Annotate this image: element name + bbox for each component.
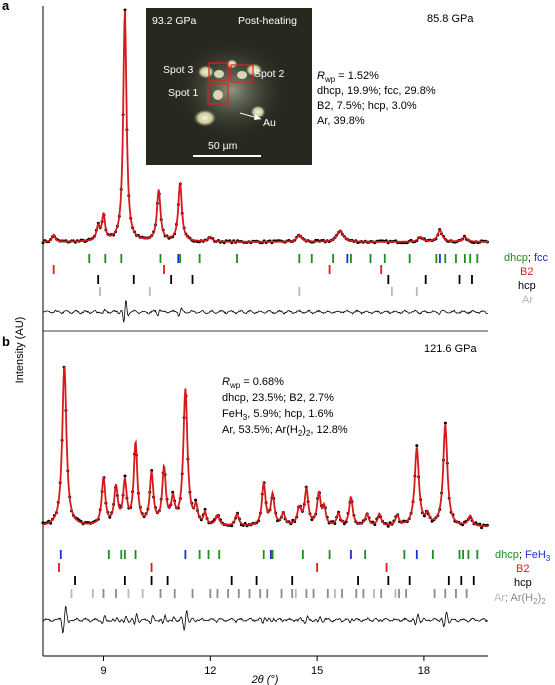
legend-fcc: fcc [534,252,549,264]
observed-point [108,515,112,519]
inset-bright-region [193,109,217,127]
inset-spot1-label: Spot 1 [168,87,199,99]
spot2-box [230,64,254,83]
panel-b-reflection-ticks [58,550,479,598]
observed-point [203,507,207,511]
spot1-box [207,83,229,105]
inset-micrograph: 93.2 GPa Post-heating Spot 3 Spot 2 Spot… [146,8,312,165]
x-tick-label: 18 [418,665,430,677]
inset-spot2-label: Spot 2 [254,68,285,80]
inset-bright-region [226,59,238,69]
panel-b-legend-b2: B2 [516,563,529,575]
inset-bright-region [197,65,215,79]
observed-point [422,514,426,518]
panel-b-pressure: 121.6 GPa [424,343,477,355]
x-ticks: 9 12 15 18 [100,656,430,677]
panel-a-stats-line3: B2, 7.5%; hcp, 3.0% [317,100,417,112]
panel-a-rwp: Rwp = 1.52% [317,70,379,84]
panel-a-plot [41,8,489,245]
difference-line [42,300,489,323]
legend-dhcp: dhcp [495,549,519,561]
inset-spot3-label: Spot 3 [163,64,194,76]
observed-point [443,421,447,425]
y-axis-label: Intensity (AU) [14,317,26,384]
panel-a-legend-ar: Ar [522,294,533,306]
observed-point [480,526,484,530]
panel-b-stats-line3: FeH3, 5.9%; hcp, 1.6% [222,408,334,422]
inset-spot-glow [213,90,223,100]
x-tick-label: 15 [311,665,323,677]
observed-point [342,522,346,526]
panel-b-stats-line2: dhcp, 23.5%; B2, 2.7% [222,392,334,404]
legend-dhcp: dhcp [504,252,528,264]
legend-feh3: FeH [525,549,546,561]
observed-point [123,474,127,478]
panel-b-rwp: Rwp = 0.68% [222,376,284,390]
inset-scale-label: 50 µm [208,140,238,152]
calculated-profile [43,10,488,243]
panel-a-legend-dhcp-fcc: dhcp; fcc [504,252,549,264]
observed-point [171,490,175,494]
panel-b-legend-hcp: hcp [514,577,532,589]
inset-bright-region [245,63,263,77]
panel-b-legend-ar-arh2: Ar; Ar(H2)2 [494,592,546,606]
calculated-profile [42,366,489,528]
x-tick-label: 9 [100,665,106,677]
inset-spot-glow [237,71,247,79]
inset-bright-region [250,105,266,119]
difference-line [42,605,489,634]
panel-b-difference-curve [42,605,489,634]
panel-a-letter: a [2,0,10,13]
panel-b-legend-dhcp-feh3: dhcp; FeH3 [495,549,551,563]
inset-condition: Post-heating [238,15,297,27]
panel-b-stats-line4: Ar, 53.5%; Ar(H2)2, 12.8% [222,424,348,438]
inset-pressure: 93.2 GPa [152,15,197,27]
panel-a-stats-line2: dhcp, 19.9%; fcc, 29.8% [317,85,436,97]
observed-point [415,444,419,448]
panel-a-pressure: 85.8 GPa [427,13,474,25]
spot3-box [208,62,229,82]
inset-au-arrowhead [254,114,261,120]
inset-au-label: Au [263,117,276,129]
observed-point [386,524,390,528]
x-axis-label: 2θ (°) [251,674,279,685]
panel-a-legend-b2: B2 [520,266,533,278]
panel-b-plot [41,365,489,530]
panel-a-difference-curve [42,300,489,323]
panel-a-stats-line4: Ar, 39.8% [317,115,365,127]
panel-a-legend-hcp: hcp [518,280,536,292]
x-tick-label: 12 [204,665,216,677]
panel-b-letter: b [2,334,10,349]
panel-a-reflection-ticks [52,254,479,296]
inset-spot-glow [214,70,224,78]
